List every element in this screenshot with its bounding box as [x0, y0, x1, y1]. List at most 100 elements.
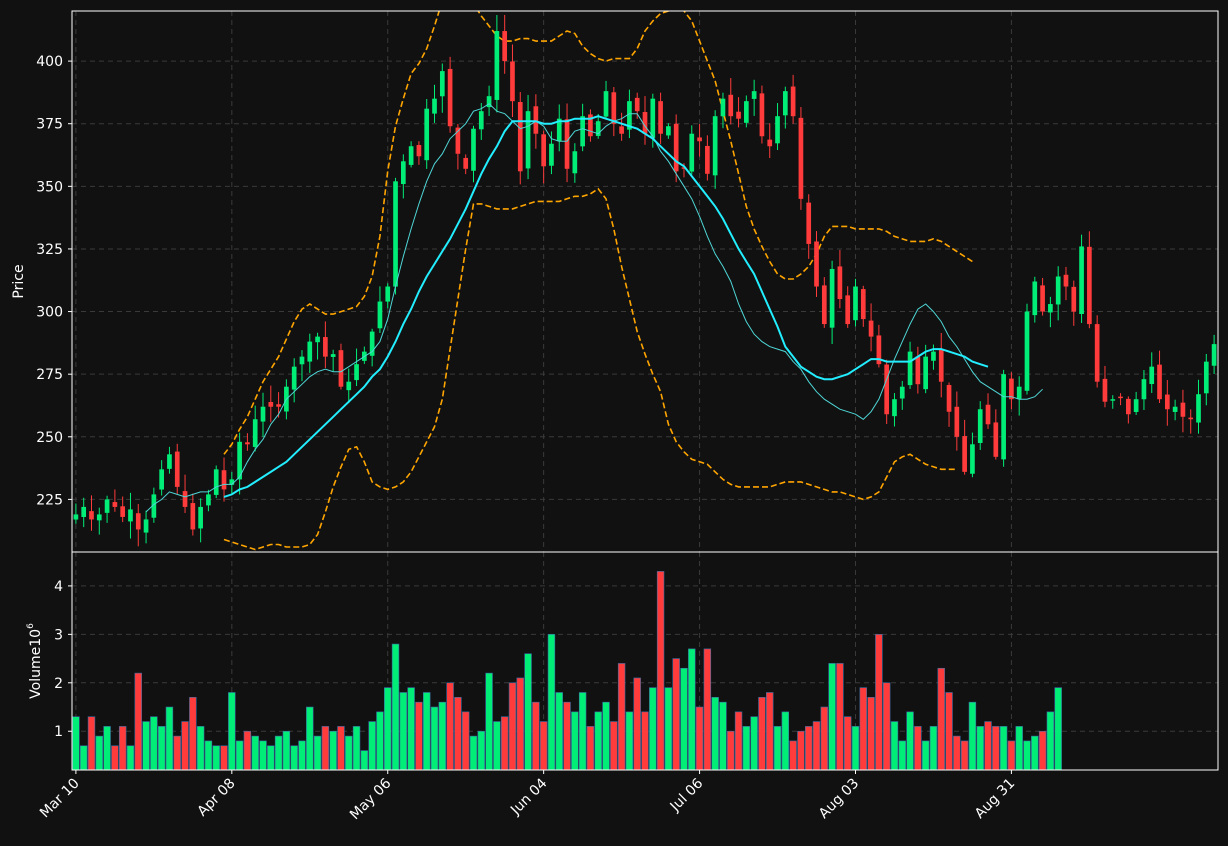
volume-bar [797, 730, 805, 770]
candle-body [541, 134, 546, 167]
candle-body [73, 514, 79, 520]
volume-bar [820, 706, 829, 770]
volume-bar [423, 692, 431, 770]
volume-bar [921, 740, 930, 770]
price-tick-label: 275 [36, 367, 63, 383]
volume-bar [313, 735, 322, 770]
candle-body [174, 451, 180, 487]
moving-averages [145, 103, 1043, 513]
volume-bar [220, 745, 228, 770]
candle-body [1032, 281, 1038, 316]
volume-bar [508, 682, 517, 770]
candle-body [221, 470, 227, 490]
volume-bar [274, 735, 283, 770]
moving-average-slow-line [223, 115, 989, 498]
volume-bar [391, 643, 400, 770]
volume-bar [150, 716, 158, 770]
candle-body [315, 336, 320, 343]
candle-body [868, 320, 874, 337]
volume-bar [461, 711, 470, 770]
volume-bar [859, 687, 867, 770]
candle-body [564, 119, 570, 169]
candle-body [1196, 394, 1201, 423]
volume-bar [72, 716, 80, 770]
price-tick-label: 250 [36, 430, 63, 446]
candle-body [946, 385, 952, 412]
candle-body [354, 364, 359, 381]
volume-bar [345, 735, 353, 770]
candle-body [1071, 286, 1077, 312]
volume-bar [1046, 711, 1055, 770]
candle-body [1063, 274, 1069, 287]
volume-bar [267, 745, 275, 770]
candle-body [167, 454, 172, 469]
volume-bar [734, 711, 743, 770]
candle-body [923, 356, 928, 390]
candle-body [151, 494, 157, 518]
price-tick-label: 225 [36, 492, 63, 508]
volume-y-ticks: 1 2 3 4 [54, 579, 72, 740]
candle-body [369, 331, 375, 356]
candle-body [1157, 364, 1162, 400]
price-tick-label: 400 [36, 54, 63, 70]
candle-body [1203, 361, 1209, 394]
candle-body [486, 96, 492, 108]
candle-body [650, 98, 656, 138]
volume-bar [875, 634, 883, 770]
price-tick-label: 300 [36, 305, 63, 321]
candle-body [954, 406, 960, 437]
candle-body [1048, 304, 1053, 313]
volume-bar [578, 692, 587, 770]
volume-bar [750, 716, 758, 770]
volume-bar [1023, 740, 1031, 770]
volume-bar [516, 677, 524, 770]
candle-body [860, 289, 866, 320]
volume-bar [181, 721, 189, 770]
volume-axis-label-exponent-base: 10 [28, 629, 44, 647]
volume-bar [469, 735, 478, 770]
candle-body [252, 419, 258, 447]
candle-body [1172, 406, 1178, 412]
volume-bar [914, 726, 922, 770]
candle-body [432, 98, 437, 114]
volume-bar [157, 726, 166, 770]
candle-body [408, 146, 414, 165]
volume-bar [407, 687, 415, 770]
volume-bar [836, 663, 844, 770]
volume-bar [360, 750, 369, 770]
candle-body [447, 68, 453, 127]
candle-body [400, 161, 406, 185]
candle-body [338, 350, 344, 387]
volume-bar [992, 726, 1000, 770]
volume-bar [243, 730, 252, 770]
candle-body [143, 519, 149, 533]
candle-body [790, 86, 796, 117]
candle-body [268, 402, 274, 407]
candle-body [260, 406, 266, 422]
volume-bar [968, 701, 977, 770]
candle-body [1016, 386, 1022, 399]
candle-body [977, 409, 983, 443]
candle-body [673, 123, 679, 172]
candle-body [112, 502, 118, 507]
volume-bar [306, 706, 314, 770]
candle-body [1141, 379, 1147, 400]
price-axis-label: Price [11, 264, 27, 298]
volume-bar [259, 740, 267, 770]
candle-body [1133, 399, 1139, 412]
volume-bar [789, 740, 797, 770]
candle-body [666, 126, 671, 136]
candle-body [159, 469, 164, 490]
candle-body [346, 381, 352, 391]
volume-bar [352, 726, 361, 770]
volume-bar [890, 721, 899, 770]
candle-body [619, 126, 624, 134]
volume-bar [602, 701, 610, 770]
candle-body [595, 121, 601, 136]
candle-body [393, 181, 398, 287]
candle-body [962, 436, 967, 472]
candle-body [1110, 399, 1116, 401]
candle-body [424, 108, 430, 161]
volume-bar [524, 653, 532, 770]
